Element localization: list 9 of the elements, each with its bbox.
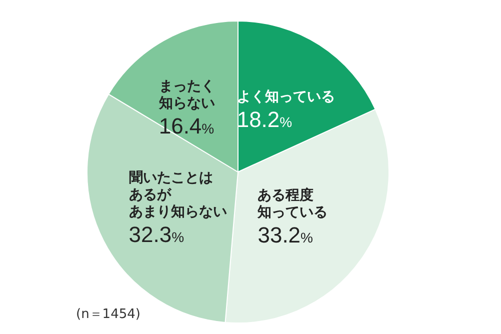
slice-label: 聞いたことはあるがあまり知らない bbox=[128, 170, 227, 220]
slice-label: よく知っている bbox=[236, 88, 335, 105]
data-label: 16.4% bbox=[158, 113, 214, 138]
data-label: 33.2% bbox=[258, 222, 314, 248]
data-label: 18.2% bbox=[236, 106, 292, 132]
data-label: 32.3% bbox=[128, 222, 184, 247]
text: (n＝1454) bbox=[76, 307, 140, 322]
slice-label: まったく知らない bbox=[158, 78, 215, 112]
slice-label: ある程度知っている bbox=[256, 186, 328, 220]
